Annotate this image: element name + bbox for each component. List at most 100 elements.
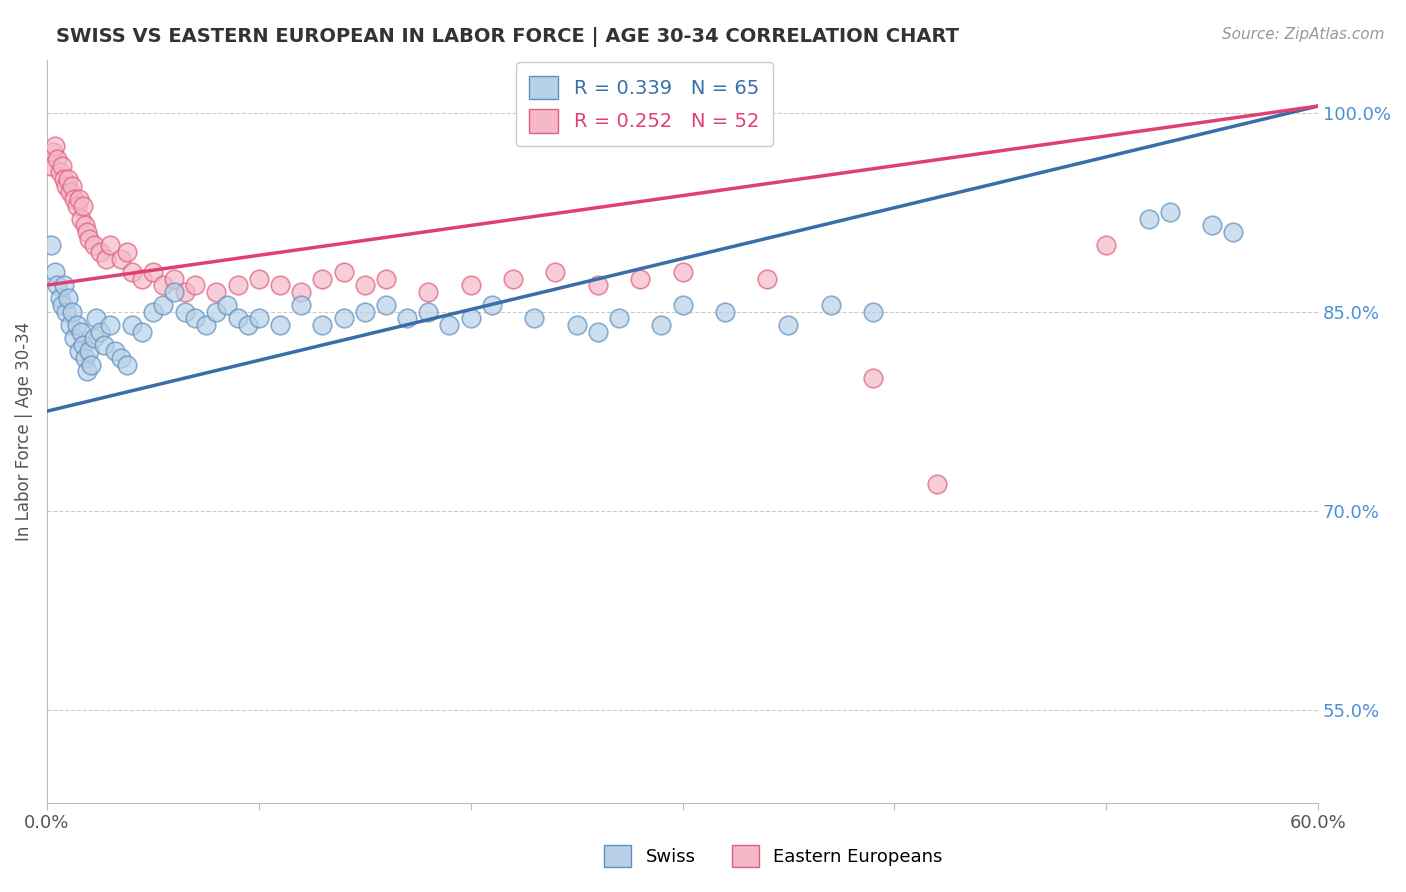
Point: [72, 198, 94, 212]
Point: [80, 358, 103, 372]
Point: [55, 178, 77, 193]
Point: [502, 271, 524, 285]
Point: [117, 358, 139, 372]
Point: [63, 331, 86, 345]
Point: [163, 285, 186, 299]
Point: [650, 318, 672, 332]
Point: [84, 311, 107, 326]
Point: [89, 325, 111, 339]
Point: [671, 298, 693, 312]
Point: [39, 159, 62, 173]
Point: [42, 145, 65, 160]
Point: [820, 298, 842, 312]
Point: [671, 265, 693, 279]
Point: [55, 304, 77, 318]
Point: [205, 304, 228, 318]
Point: [226, 278, 249, 293]
Point: [607, 311, 630, 326]
Point: [163, 271, 186, 285]
Point: [544, 265, 567, 279]
Point: [460, 278, 482, 293]
Point: [73, 219, 96, 233]
Point: [142, 304, 165, 318]
Point: [131, 271, 153, 285]
Point: [311, 271, 333, 285]
Point: [714, 304, 737, 318]
Point: [152, 278, 174, 293]
Point: [460, 311, 482, 326]
Point: [238, 318, 260, 332]
Point: [104, 344, 127, 359]
Point: [59, 186, 82, 200]
Point: [67, 344, 90, 359]
Point: [374, 298, 396, 312]
Point: [67, 192, 90, 206]
Text: Source: ZipAtlas.com: Source: ZipAtlas.com: [1222, 27, 1385, 42]
Point: [353, 304, 375, 318]
Point: [51, 298, 73, 312]
Point: [69, 325, 91, 339]
Point: [73, 351, 96, 365]
Point: [184, 278, 207, 293]
Point: [1201, 219, 1223, 233]
Point: [63, 192, 86, 206]
Point: [100, 238, 122, 252]
Point: [69, 211, 91, 226]
Point: [96, 252, 118, 266]
Point: [46, 278, 69, 293]
Point: [110, 351, 132, 365]
Point: [925, 477, 948, 491]
Point: [1137, 211, 1160, 226]
Point: [48, 165, 70, 179]
Point: [247, 311, 270, 326]
Point: [39, 238, 62, 252]
Point: [862, 371, 884, 385]
Point: [52, 278, 75, 293]
Point: [44, 138, 66, 153]
Point: [439, 318, 461, 332]
Point: [565, 318, 588, 332]
Point: [77, 232, 100, 246]
Point: [269, 278, 291, 293]
Point: [194, 318, 217, 332]
Point: [586, 325, 609, 339]
Legend: Swiss, Eastern Europeans: Swiss, Eastern Europeans: [596, 838, 950, 874]
Point: [862, 304, 884, 318]
Y-axis label: In Labor Force | Age 30-34: In Labor Force | Age 30-34: [15, 321, 32, 541]
Point: [142, 265, 165, 279]
Point: [65, 198, 87, 212]
Point: [117, 244, 139, 259]
Point: [756, 271, 779, 285]
Point: [51, 159, 73, 173]
Point: [121, 265, 143, 279]
Point: [184, 311, 207, 326]
Point: [131, 325, 153, 339]
Point: [83, 238, 105, 252]
Point: [374, 271, 396, 285]
Point: [173, 285, 195, 299]
Point: [269, 318, 291, 332]
Point: [76, 225, 98, 239]
Point: [56, 172, 79, 186]
Point: [1159, 205, 1181, 219]
Text: SWISS VS EASTERN EUROPEAN IN LABOR FORCE | AGE 30-34 CORRELATION CHART: SWISS VS EASTERN EUROPEAN IN LABOR FORCE…: [56, 27, 959, 46]
Point: [481, 298, 503, 312]
Point: [1095, 238, 1118, 252]
Point: [778, 318, 800, 332]
Point: [290, 298, 312, 312]
Point: [60, 304, 83, 318]
Point: [83, 331, 105, 345]
Point: [311, 318, 333, 332]
Point: [332, 265, 354, 279]
Point: [290, 285, 312, 299]
Point: [77, 344, 100, 359]
Point: [226, 311, 249, 326]
Point: [121, 318, 143, 332]
Point: [110, 252, 132, 266]
Point: [44, 265, 66, 279]
Point: [173, 304, 195, 318]
Point: [247, 271, 270, 285]
Point: [332, 311, 354, 326]
Point: [628, 271, 651, 285]
Point: [48, 292, 70, 306]
